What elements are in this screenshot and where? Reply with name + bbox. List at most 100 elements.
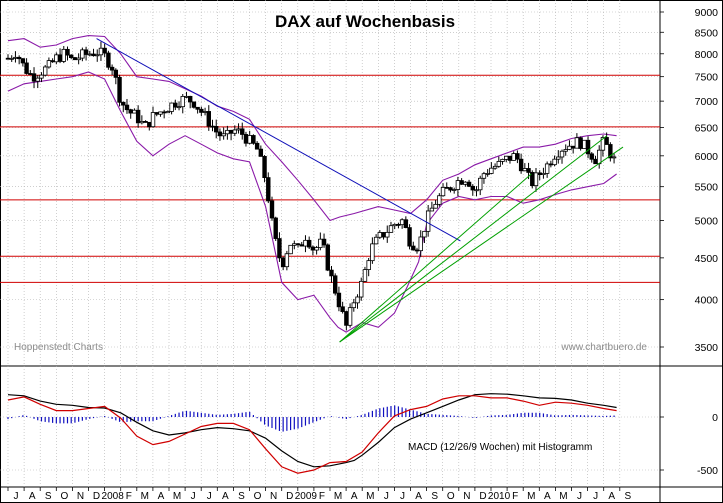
candle-body (106, 52, 111, 68)
candle-body (98, 47, 104, 56)
candle-body (139, 121, 145, 124)
candle-body (180, 95, 185, 108)
y-tick-label: 6000 (695, 151, 719, 163)
x-tick-label: J (14, 491, 19, 502)
candle-body (403, 219, 409, 229)
x-tick-label: N (270, 491, 277, 502)
candle-body (437, 195, 442, 205)
main-gridlines (0, 0, 660, 487)
candle-body (306, 239, 312, 248)
x-tick-label: S (238, 491, 245, 502)
candle-body (559, 150, 565, 158)
candle-body (611, 156, 617, 159)
x-tick-label: S (45, 491, 52, 502)
x-tick-label: F (512, 491, 518, 502)
candle-body (463, 181, 468, 185)
candle-body (42, 66, 48, 76)
x-tick-label: 2010 (488, 491, 511, 502)
candle-body (589, 153, 594, 160)
y-axis-labels: 3500 4000 4500 5000 5500 6000 6500 7000 7500 8000… (660, 7, 718, 354)
candle-body (448, 187, 453, 191)
candle-body (385, 231, 390, 238)
candle-body (333, 275, 338, 294)
candle-body (444, 186, 449, 189)
candle-body (570, 145, 576, 149)
candle-body (124, 104, 130, 111)
x-tick-label: N (77, 491, 84, 502)
x-tick-label: S (431, 491, 438, 502)
candle-body (507, 155, 513, 161)
candle-body (478, 177, 483, 191)
candle-body (240, 128, 245, 135)
trend-line (339, 173, 532, 343)
candle-body (578, 137, 583, 149)
candle-body (210, 125, 215, 128)
candle-body (299, 244, 304, 247)
candle-body (150, 112, 156, 128)
candle-body (277, 238, 282, 259)
x-tick-label: A (222, 491, 229, 502)
x-tick-label: D (479, 491, 486, 502)
candle-body (132, 109, 137, 114)
x-tick-label: D (286, 491, 293, 502)
candle-body (251, 135, 256, 144)
candle-body (13, 56, 18, 59)
candle-body (355, 296, 360, 304)
x-tick-label: D (93, 491, 100, 502)
candle-body (418, 236, 423, 252)
candle-body (593, 158, 598, 165)
candle-body (262, 155, 267, 178)
trend-line (339, 146, 624, 343)
trend-line (96, 38, 461, 242)
candle-body (474, 189, 479, 192)
candle-body (515, 153, 520, 160)
macd-panel: -500 0 (0, 393, 718, 477)
y-tick-label: 9000 (695, 7, 719, 19)
candle-body (191, 101, 197, 108)
candle-body (552, 158, 557, 166)
candle-body (113, 69, 119, 78)
candle-body (184, 95, 189, 98)
candle-body (544, 163, 550, 174)
candle-body (373, 236, 379, 245)
candle-body (199, 108, 204, 113)
candle-body (451, 189, 457, 191)
x-tick-label: A (158, 491, 165, 502)
candle-body (459, 180, 464, 185)
y-tick-label: 5000 (695, 215, 719, 227)
candle-body (135, 109, 141, 124)
candle-body (273, 217, 278, 239)
candlesticks (5, 41, 617, 331)
y-tick-label: 8000 (695, 49, 719, 61)
candle-body (344, 311, 349, 326)
candle-body (388, 225, 394, 233)
candle-body (221, 133, 226, 137)
candle-body (57, 54, 63, 62)
candle-body (165, 111, 171, 114)
macd-y-tick-label: -500 (697, 465, 718, 477)
macd-label: MACD (12/26/9 Wochen) mit Histogramm (408, 442, 592, 453)
y-tick-label: 7000 (695, 96, 719, 108)
candle-body (254, 142, 260, 150)
candle-body (91, 53, 96, 57)
candle-body (511, 153, 516, 161)
candle-body (392, 223, 397, 227)
candle-body (318, 238, 323, 248)
candle-body (232, 129, 238, 134)
candle-body (407, 227, 412, 247)
candle-body (258, 148, 264, 157)
candle-body (377, 232, 383, 238)
x-tick-label: M (559, 491, 567, 502)
x-tick-label: O (447, 491, 455, 502)
bollinger-lower (7, 71, 617, 333)
candle-body (225, 129, 230, 135)
candle-body (54, 54, 59, 63)
signal-line (7, 395, 617, 474)
candle-body (61, 48, 66, 62)
candle-body (269, 200, 275, 219)
candle-body (147, 121, 152, 128)
candle-body (340, 306, 345, 312)
x-tick-label: M (141, 491, 149, 502)
candle-body (567, 145, 572, 150)
